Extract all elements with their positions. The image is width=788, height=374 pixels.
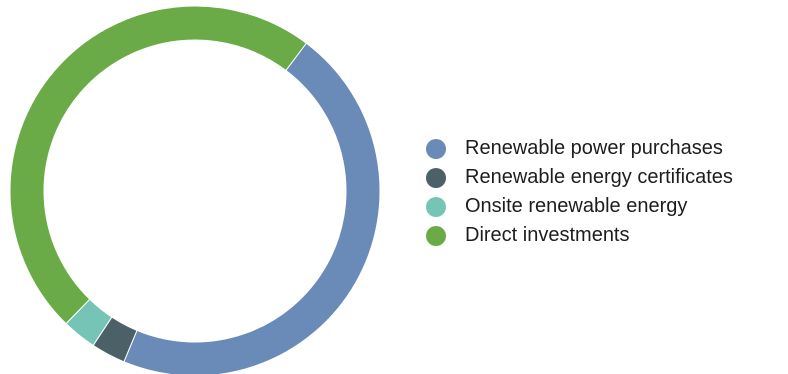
legend-item-renewable-energy-certificates: Renewable energy certificates [426, 163, 733, 192]
legend-item-onsite-renewable-energy: Onsite renewable energy [426, 192, 733, 221]
legend-label: Direct investments [465, 224, 630, 246]
chart-legend: Renewable power purchases Renewable energ… [426, 134, 733, 250]
legend-label: Renewable energy certificates [465, 166, 733, 188]
legend-label: Onsite renewable energy [465, 195, 688, 217]
slice-renewable-power-purchases [123, 42, 381, 374]
legend-label: Renewable power purchases [465, 137, 723, 159]
legend-swatch [426, 167, 446, 188]
legend-swatch [426, 225, 446, 246]
slice-direct-investments [9, 5, 308, 325]
legend-item-renewable-power-purchases: Renewable power purchases [426, 134, 733, 163]
legend-item-direct-investments: Direct investments [426, 221, 733, 250]
legend-swatch [426, 196, 446, 217]
donut-svg [9, 5, 381, 374]
legend-swatch [426, 138, 446, 159]
